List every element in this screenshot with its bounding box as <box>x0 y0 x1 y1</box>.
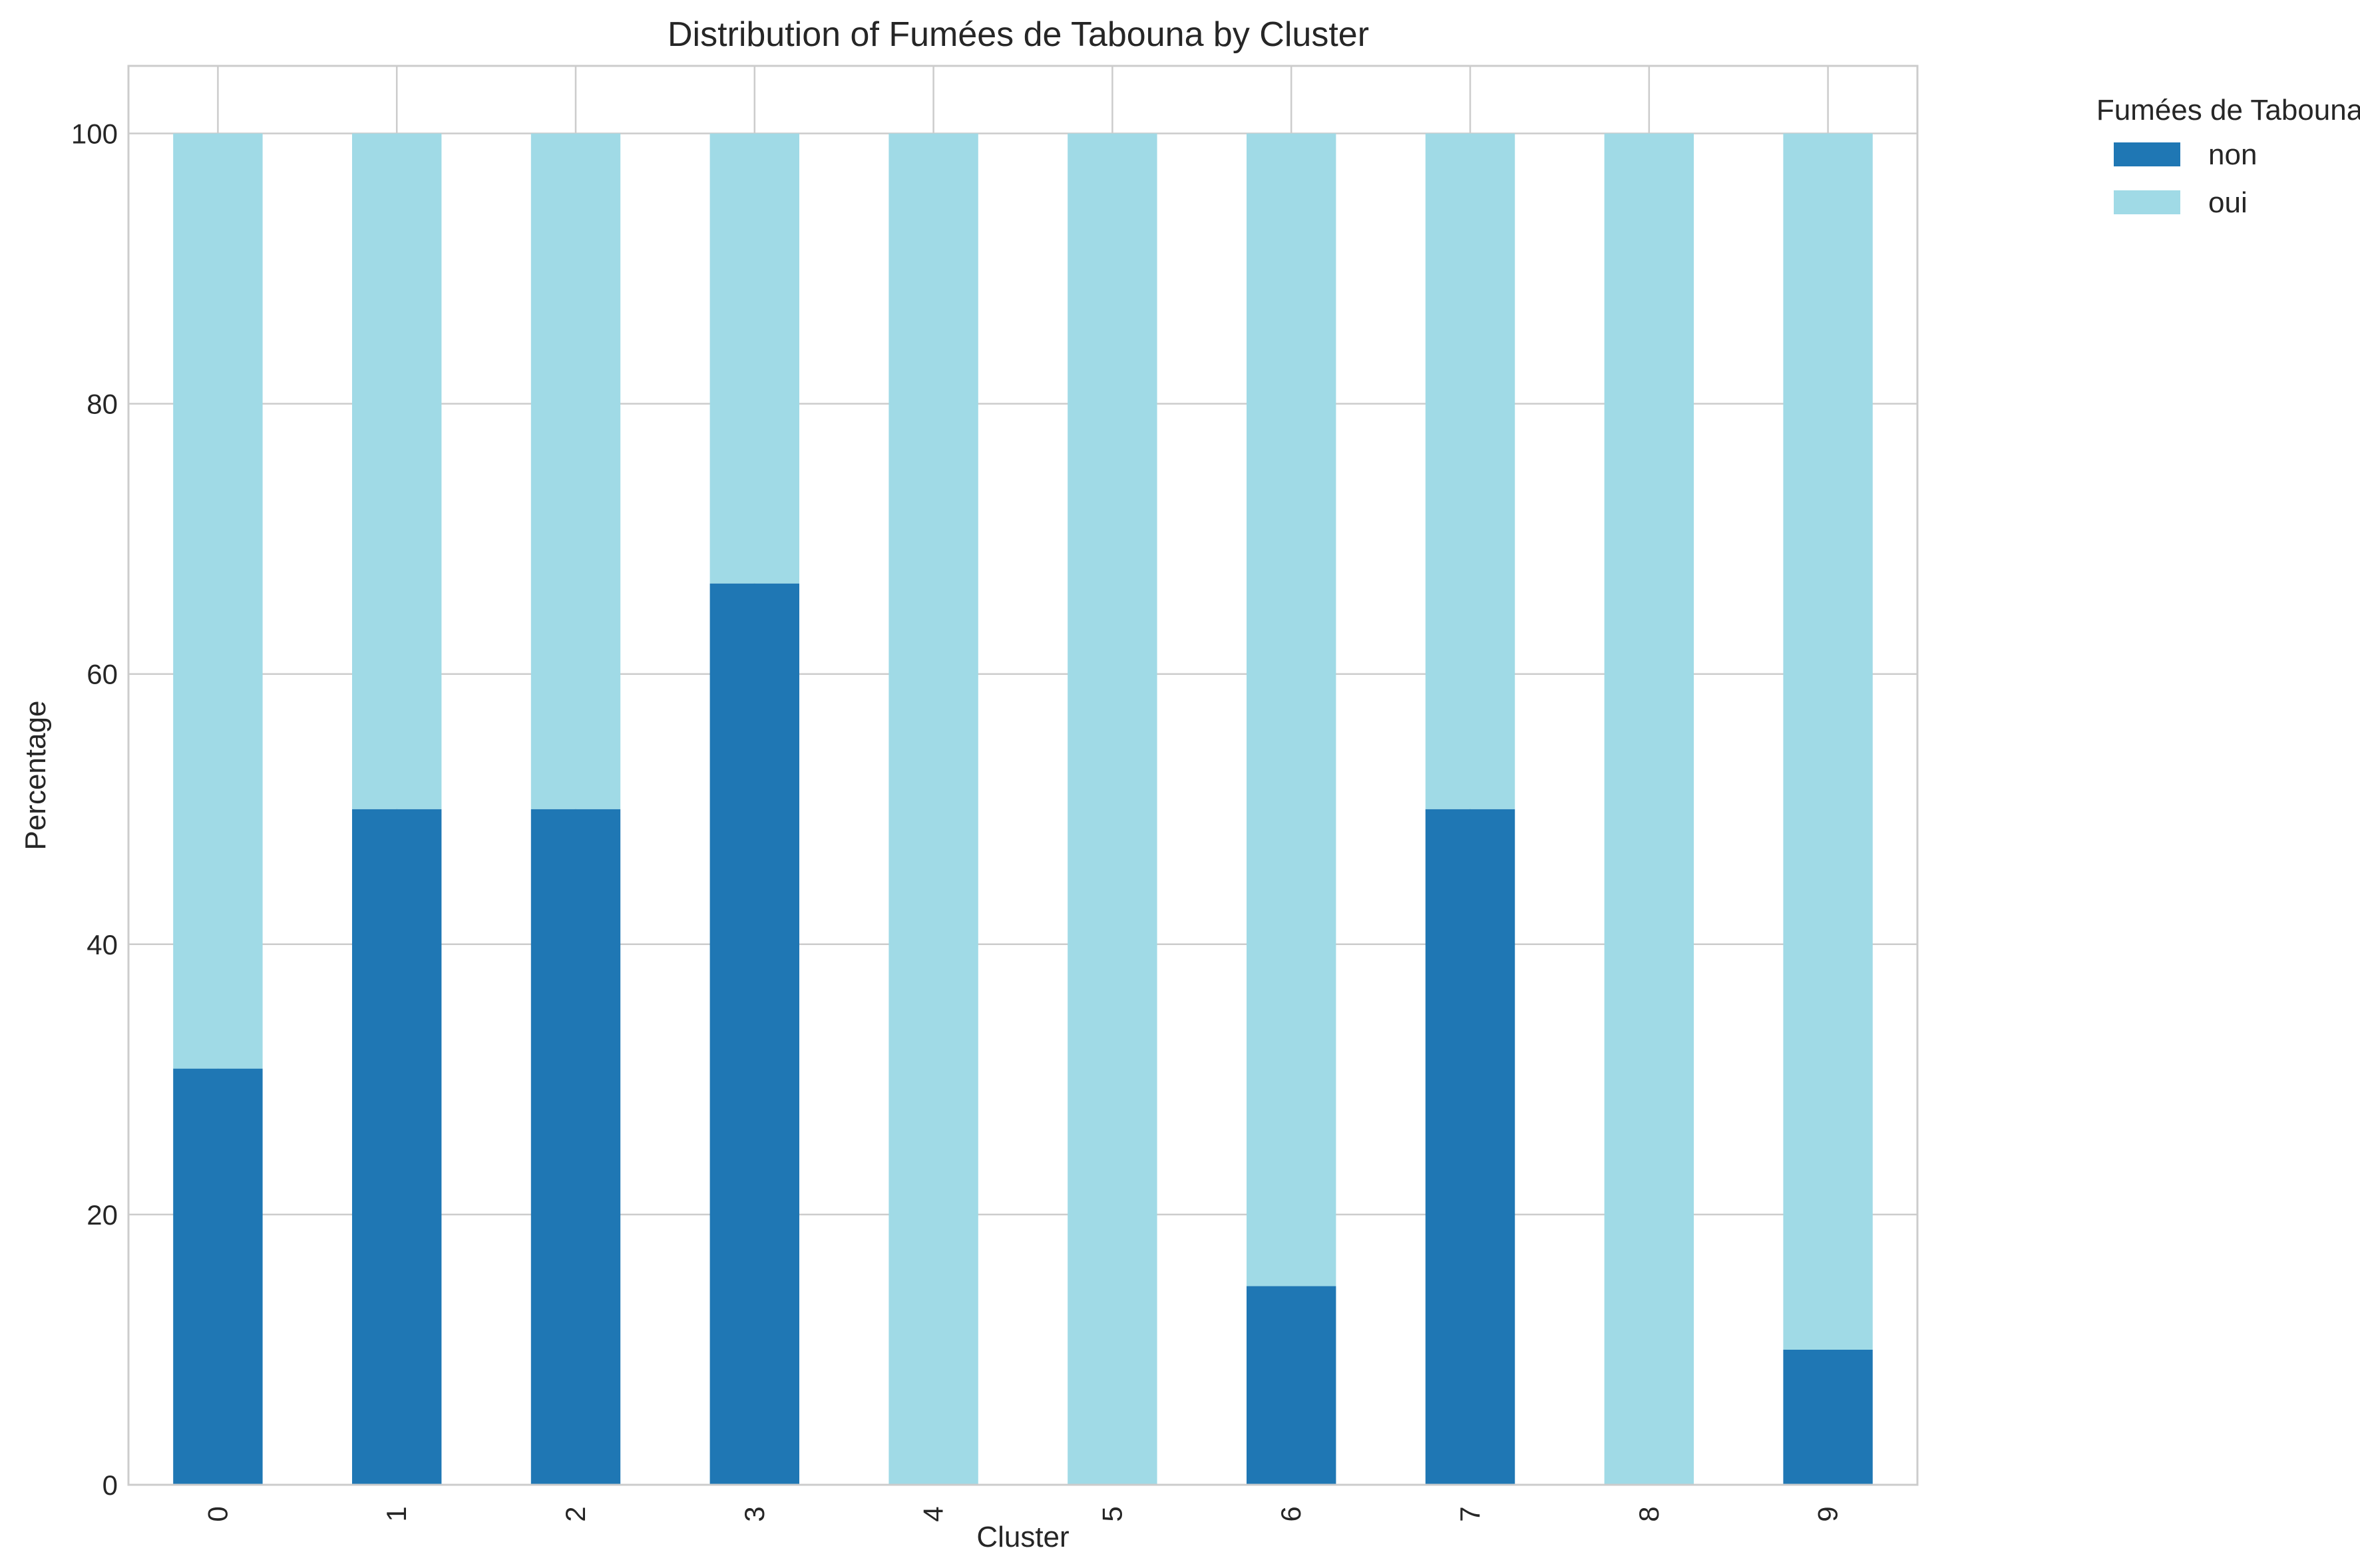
plot-frame <box>127 65 1919 1486</box>
x-axis-label: Cluster <box>976 1521 1069 1553</box>
x-tick-label: 4 <box>918 1506 949 1521</box>
bar-oui-cluster-9 <box>1783 133 1873 1350</box>
bar-non-cluster-3 <box>709 583 799 1485</box>
y-axis-label: Percentage <box>19 700 52 850</box>
bar-non-cluster-6 <box>1247 1286 1336 1485</box>
legend-items: non oui <box>2114 138 2257 219</box>
x-tick-label: 9 <box>1812 1506 1844 1521</box>
bar-oui-cluster-7 <box>1425 133 1515 809</box>
y-tick-labels: 0 20 40 60 80 100 <box>71 118 118 1501</box>
legend-label-non: non <box>2208 138 2257 171</box>
bar-oui-cluster-3 <box>709 133 799 584</box>
bar-non-cluster-2 <box>530 809 621 1485</box>
x-tick-label: 1 <box>381 1506 412 1521</box>
bar-oui-cluster-1 <box>352 133 442 809</box>
y-tick-label: 20 <box>87 1199 118 1231</box>
bar-oui-cluster-4 <box>888 133 978 1485</box>
legend-swatch-non <box>2114 142 2180 166</box>
legend-title: Fumées de Tabouna <box>2096 94 2360 126</box>
x-tick-label: 0 <box>202 1506 233 1521</box>
x-tick-label: 2 <box>560 1506 591 1521</box>
y-tick-label: 0 <box>102 1470 118 1501</box>
bar-non-cluster-9 <box>1783 1349 1873 1485</box>
bar-non-cluster-1 <box>352 809 442 1485</box>
bar-oui-cluster-6 <box>1247 133 1336 1286</box>
x-tick-label: 5 <box>1096 1506 1127 1521</box>
y-tick-label: 100 <box>71 118 118 150</box>
x-tick-labels: 0 1 2 3 4 5 6 7 8 9 <box>202 1506 1843 1521</box>
legend: Fumées de Tabouna non oui <box>2096 94 2360 219</box>
bar-oui-cluster-2 <box>530 133 621 809</box>
y-tick-label: 40 <box>87 929 118 960</box>
x-tick-label: 7 <box>1454 1506 1485 1521</box>
chart-title: Distribution of Fumées de Tabouna by Clu… <box>668 15 1369 54</box>
legend-label-oui: oui <box>2208 186 2248 219</box>
bar-non-cluster-0 <box>173 1068 263 1485</box>
legend-swatch-oui <box>2114 190 2180 214</box>
bar-non-cluster-7 <box>1425 809 1515 1485</box>
bar-oui-cluster-8 <box>1604 133 1694 1485</box>
bars <box>173 133 1873 1485</box>
y-tick-label: 60 <box>87 659 118 690</box>
bar-oui-cluster-0 <box>173 133 263 1069</box>
bar-oui-cluster-5 <box>1068 133 1157 1485</box>
x-tick-label: 3 <box>739 1506 770 1521</box>
y-tick-label: 80 <box>87 389 118 420</box>
x-tick-label: 6 <box>1275 1506 1306 1521</box>
x-tick-label: 8 <box>1633 1506 1665 1521</box>
